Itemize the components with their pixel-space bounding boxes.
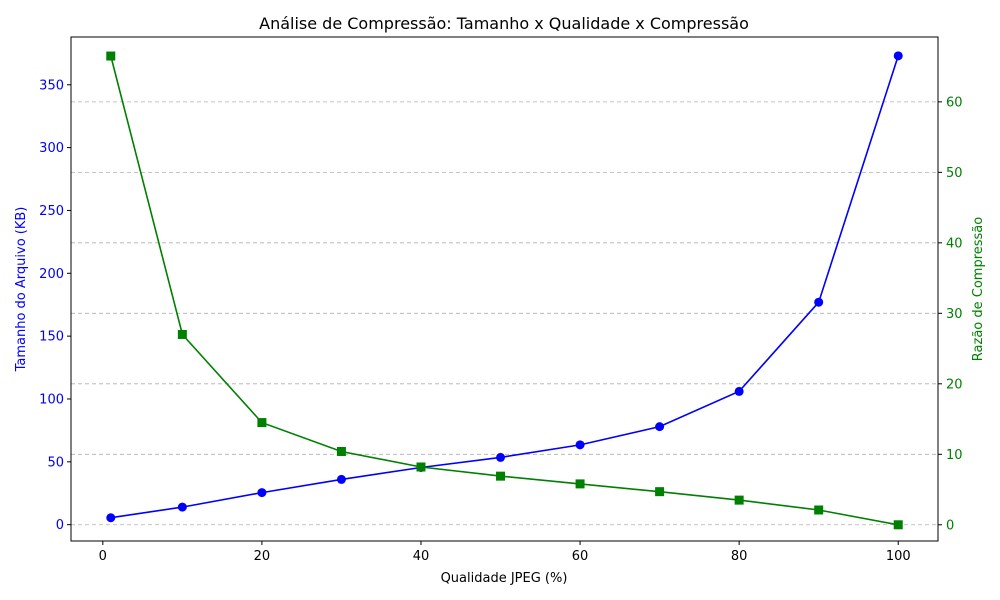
chart-title: Análise de Compressão: Tamanho x Qualida… — [259, 14, 749, 33]
y-left-tick-label: 50 — [47, 455, 64, 470]
data-point-right — [814, 505, 824, 515]
data-point-left — [814, 297, 824, 307]
x-tick-label: 80 — [731, 549, 748, 564]
y-right-tick-label: 40 — [946, 236, 963, 251]
y-right-tick-label: 30 — [946, 307, 963, 322]
data-point-left — [257, 488, 267, 498]
y-left-tick-label: 100 — [39, 392, 64, 407]
y-left-tick-label: 200 — [39, 267, 64, 282]
x-tick-label: 0 — [99, 549, 107, 564]
data-point-right — [734, 495, 744, 505]
y-left-tick-label: 350 — [39, 78, 64, 93]
data-point-left — [734, 386, 744, 396]
y-right-tick-label: 50 — [946, 166, 963, 181]
data-point-right — [336, 446, 346, 456]
data-point-left — [893, 51, 903, 61]
y-left-tick-label: 0 — [56, 518, 64, 533]
x-tick-label: 60 — [572, 549, 589, 564]
data-point-right — [106, 51, 116, 61]
x-tick-label: 40 — [413, 549, 430, 564]
data-point-left — [575, 440, 585, 450]
data-point-right — [177, 329, 187, 339]
grid-layer — [71, 101, 938, 526]
y-left-tick-label: 150 — [39, 330, 64, 345]
plot-frame — [70, 36, 939, 542]
axis-layer: 0 20 40 60 80 100 0 50 100 150 200 250 300 350 0 10 20 30… — [39, 78, 962, 564]
series-line-left — [110, 55, 899, 519]
series-layer — [106, 51, 903, 530]
data-point-right — [655, 487, 665, 497]
x-tick-label: 20 — [254, 549, 271, 564]
data-point-right — [893, 520, 903, 530]
x-tick-label: 100 — [886, 549, 911, 564]
data-point-left — [496, 452, 506, 462]
data-point-left — [106, 513, 116, 523]
data-point-right — [496, 471, 506, 481]
data-point-right — [416, 462, 426, 472]
data-point-left — [177, 502, 187, 512]
y-right-tick-label: 60 — [946, 95, 963, 110]
x-axis-label: Qualidade JPEG (%) — [441, 571, 568, 586]
y-axis-left-label: Tamanho do Arquivo (KB) — [14, 207, 29, 373]
y-axis-right-label: Razão de Compressão — [971, 217, 986, 361]
y-right-tick-label: 20 — [946, 377, 963, 392]
y-right-tick-label: 10 — [946, 448, 963, 463]
y-left-tick-label: 300 — [39, 141, 64, 156]
y-left-tick-label: 250 — [39, 204, 64, 219]
y-right-tick-label: 0 — [946, 518, 954, 533]
data-point-left — [655, 422, 665, 432]
data-point-right — [575, 479, 585, 489]
data-point-right — [257, 418, 267, 428]
data-point-left — [336, 474, 346, 484]
